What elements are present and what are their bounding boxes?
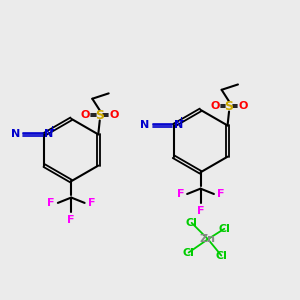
- Text: F: F: [197, 206, 204, 217]
- Text: O: O: [210, 101, 220, 111]
- Text: O: O: [81, 110, 90, 120]
- Text: F: F: [47, 198, 55, 208]
- Text: O: O: [238, 101, 248, 111]
- Text: S: S: [224, 100, 233, 113]
- Text: N: N: [140, 121, 150, 130]
- Text: Cl: Cl: [183, 248, 195, 257]
- Text: N: N: [173, 121, 183, 130]
- Text: Zn: Zn: [200, 234, 216, 244]
- Text: +: +: [177, 116, 184, 125]
- Text: N: N: [11, 129, 20, 140]
- Text: F: F: [88, 198, 95, 208]
- Text: F: F: [217, 189, 224, 199]
- Text: Cl: Cl: [218, 224, 230, 234]
- Text: F: F: [177, 189, 184, 199]
- Text: O: O: [109, 110, 119, 120]
- Text: S: S: [95, 109, 104, 122]
- Text: F: F: [68, 215, 75, 225]
- Text: Cl: Cl: [215, 250, 227, 260]
- Text: Cl: Cl: [186, 218, 197, 228]
- Text: +: +: [48, 125, 55, 134]
- Text: N: N: [44, 129, 53, 140]
